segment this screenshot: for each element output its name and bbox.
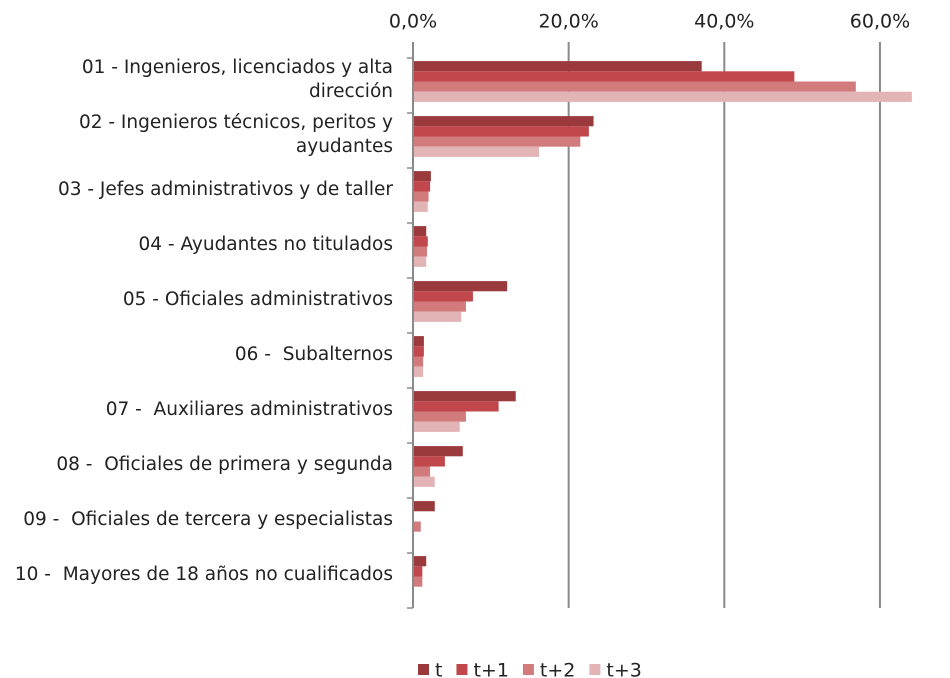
y-tick-label: 08 - Oficiales de primera y segunda (56, 453, 393, 475)
y-tick-label: 02 - Ingenieros técnicos, peritos y ayud… (78, 112, 393, 157)
category-label-box: 10 - Mayores de 18 años no cualificados (14, 563, 393, 585)
category-label-box: 08 - Oficiales de primera y segunda (56, 453, 393, 475)
bar (413, 421, 460, 432)
x-tick-label: 20,0% (538, 11, 598, 33)
legend-label: t+2 (540, 660, 575, 678)
bar (413, 61, 702, 72)
category-label-box: 01 - Ingenieros, licenciados y alta dire… (81, 57, 393, 102)
bar (413, 181, 431, 192)
y-tick-label: 06 - Subalternos (234, 343, 393, 365)
bar (413, 446, 463, 457)
y-tick-label: 09 - Oficiales de tercera y especialista… (23, 508, 393, 530)
legend-label: t+3 (606, 660, 641, 678)
bar (413, 281, 508, 292)
legend-swatch (522, 664, 534, 675)
bar (413, 311, 462, 322)
bar (413, 126, 589, 137)
bar (413, 226, 427, 237)
bar (413, 366, 424, 377)
bar (413, 81, 856, 92)
bar (413, 256, 427, 267)
legend-swatch (589, 664, 601, 675)
x-tick-label: 0,0% (389, 11, 437, 33)
category-label-box: 03 - Jefes administrativos y de taller (57, 178, 393, 200)
bar (413, 291, 473, 302)
bar (413, 521, 421, 532)
bar (413, 91, 912, 102)
bar (413, 501, 435, 512)
legend-label: t (435, 660, 442, 678)
bar (413, 391, 516, 402)
category-label-box: 02 - Ingenieros técnicos, peritos y ayud… (78, 112, 393, 157)
bar (413, 201, 428, 212)
bar (413, 576, 423, 587)
bar (413, 171, 431, 182)
y-tick-label: 01 - Ingenieros, licenciados y alta dire… (81, 57, 393, 102)
bar (413, 246, 428, 257)
bar (413, 466, 431, 477)
x-tick-label: 60,0% (850, 11, 910, 33)
bar (413, 401, 499, 412)
category-label-box: 09 - Oficiales de tercera y especialista… (23, 508, 393, 530)
y-tick-label: 03 - Jefes administrativos y de taller (57, 178, 393, 200)
bar (413, 146, 540, 157)
bar (413, 456, 445, 467)
bar (413, 566, 423, 577)
bar (413, 556, 427, 567)
bar (413, 236, 428, 247)
bar (413, 356, 424, 367)
y-tick-label: 05 - Oficiales administrativos (122, 288, 393, 310)
legend-label: t+1 (473, 660, 508, 678)
bar (413, 336, 424, 347)
category-label-box: 04 - Ayudantes no titulados (138, 233, 393, 255)
y-tick-label: 07 - Auxiliares administrativos (105, 398, 393, 420)
bar (413, 71, 795, 82)
y-tick-label: 04 - Ayudantes no titulados (138, 233, 393, 255)
bar (413, 116, 594, 127)
category-label-box: 07 - Auxiliares administrativos (105, 398, 393, 420)
category-label-box: 05 - Oficiales administrativos (122, 288, 393, 310)
bar (413, 191, 429, 202)
bar (413, 136, 581, 147)
bar (413, 411, 466, 422)
bar (413, 301, 466, 312)
bar (413, 346, 424, 357)
x-tick-label: 40,0% (694, 11, 754, 33)
y-tick-label: 10 - Mayores de 18 años no cualificados (14, 563, 393, 585)
bar (413, 476, 435, 487)
legend-swatch (456, 664, 468, 675)
legend-swatch (418, 664, 429, 675)
category-label-box: 06 - Subalternos (234, 343, 393, 365)
